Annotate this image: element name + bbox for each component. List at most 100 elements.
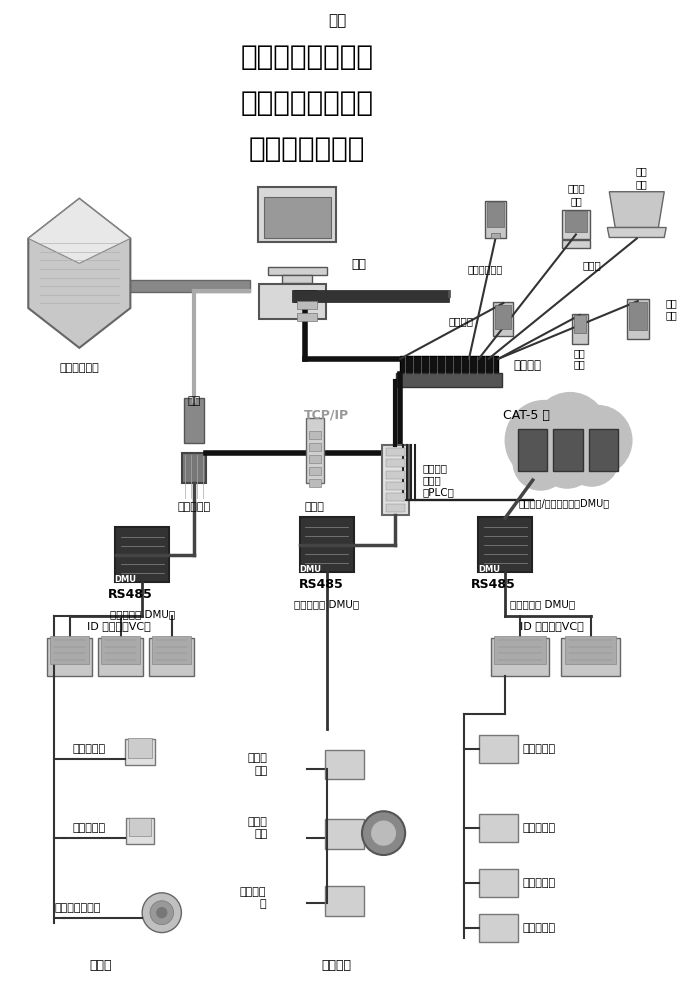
Polygon shape <box>609 192 664 228</box>
FancyBboxPatch shape <box>127 818 154 844</box>
FancyBboxPatch shape <box>294 290 316 302</box>
Text: RS485: RS485 <box>108 588 153 601</box>
Circle shape <box>513 434 568 490</box>
Text: （间接连接 DMU）: （间接连接 DMU） <box>510 599 575 609</box>
FancyBboxPatch shape <box>385 459 405 467</box>
FancyBboxPatch shape <box>50 636 89 664</box>
FancyBboxPatch shape <box>572 314 588 344</box>
FancyBboxPatch shape <box>518 429 548 471</box>
Circle shape <box>150 901 174 925</box>
Text: 光纤: 光纤 <box>187 396 201 406</box>
FancyBboxPatch shape <box>561 638 620 676</box>
Text: DMU: DMU <box>114 575 137 584</box>
FancyBboxPatch shape <box>494 302 513 336</box>
FancyBboxPatch shape <box>565 636 616 664</box>
FancyBboxPatch shape <box>125 739 155 765</box>
FancyBboxPatch shape <box>479 869 518 897</box>
Text: 程控逻辑
控制器
（PLC）: 程控逻辑 控制器 （PLC） <box>423 463 455 498</box>
Text: 暖气测量仪: 暖气测量仪 <box>523 823 556 833</box>
FancyBboxPatch shape <box>385 482 405 490</box>
FancyBboxPatch shape <box>268 267 327 275</box>
Text: （间接连接 DMU）: （间接连接 DMU） <box>110 609 175 619</box>
FancyBboxPatch shape <box>494 636 545 664</box>
Text: 电力测量
仪: 电力测量 仪 <box>239 887 266 909</box>
Text: 水位测量仪: 水位测量仪 <box>523 878 556 888</box>
FancyBboxPatch shape <box>396 373 503 387</box>
FancyBboxPatch shape <box>485 201 506 238</box>
Circle shape <box>533 393 607 468</box>
Text: 电流传感器: 电流传感器 <box>73 823 106 833</box>
FancyBboxPatch shape <box>588 429 618 471</box>
FancyBboxPatch shape <box>306 418 323 483</box>
Circle shape <box>142 893 181 933</box>
FancyBboxPatch shape <box>381 445 409 515</box>
Circle shape <box>564 430 619 486</box>
Circle shape <box>505 401 584 480</box>
FancyBboxPatch shape <box>479 914 518 942</box>
FancyBboxPatch shape <box>574 315 586 333</box>
FancyBboxPatch shape <box>264 197 330 238</box>
Text: RS485: RS485 <box>471 578 516 591</box>
FancyBboxPatch shape <box>490 638 550 676</box>
Text: 光纤转换器: 光纤转换器 <box>178 502 210 512</box>
Text: 网络化图示说明: 网络化图示说明 <box>249 135 365 163</box>
FancyBboxPatch shape <box>300 517 353 572</box>
Text: 个人计
算机: 个人计 算机 <box>567 184 585 206</box>
FancyBboxPatch shape <box>297 313 317 321</box>
Text: 电源线: 电源线 <box>305 502 325 512</box>
FancyBboxPatch shape <box>309 443 321 451</box>
Text: 个人数位助理: 个人数位助理 <box>468 264 503 274</box>
Circle shape <box>563 406 632 475</box>
FancyBboxPatch shape <box>478 517 533 572</box>
FancyBboxPatch shape <box>400 356 498 376</box>
Text: 测量装置: 测量装置 <box>321 959 351 972</box>
Text: 电力测量仪: 电力测量仪 <box>523 744 556 754</box>
FancyBboxPatch shape <box>479 814 518 842</box>
FancyBboxPatch shape <box>487 202 505 227</box>
FancyBboxPatch shape <box>554 429 583 471</box>
FancyBboxPatch shape <box>563 240 590 248</box>
Text: DMU: DMU <box>478 565 500 574</box>
Text: 暖气测量仪: 暖气测量仪 <box>523 923 556 933</box>
FancyBboxPatch shape <box>325 886 364 916</box>
Text: 二氧化碳传感器: 二氧化碳传感器 <box>54 903 101 913</box>
Text: 平板电脑: 平板电脑 <box>449 316 474 326</box>
Text: 传感器: 传感器 <box>90 959 112 972</box>
FancyBboxPatch shape <box>385 448 405 456</box>
FancyBboxPatch shape <box>309 431 321 439</box>
Text: 传感器和测量装置: 传感器和测量装置 <box>240 89 373 117</box>
FancyBboxPatch shape <box>385 493 405 501</box>
Text: （直接连接 DMU）: （直接连接 DMU） <box>294 599 359 609</box>
FancyBboxPatch shape <box>297 301 317 309</box>
FancyBboxPatch shape <box>496 305 511 329</box>
Circle shape <box>538 428 597 488</box>
FancyBboxPatch shape <box>98 638 143 676</box>
FancyBboxPatch shape <box>565 211 587 232</box>
FancyBboxPatch shape <box>283 275 312 283</box>
FancyBboxPatch shape <box>47 638 92 676</box>
FancyBboxPatch shape <box>325 819 364 849</box>
FancyBboxPatch shape <box>563 210 590 239</box>
FancyBboxPatch shape <box>325 750 364 779</box>
FancyBboxPatch shape <box>627 299 648 339</box>
Text: RS485: RS485 <box>300 578 344 591</box>
Circle shape <box>372 821 396 845</box>
FancyBboxPatch shape <box>292 290 449 302</box>
FancyBboxPatch shape <box>309 467 321 475</box>
FancyBboxPatch shape <box>123 280 250 292</box>
Text: DMU: DMU <box>299 565 321 574</box>
Text: 能源测
量仪: 能源测 量仪 <box>248 753 268 776</box>
Text: CAT-5 线: CAT-5 线 <box>503 409 550 422</box>
Text: TCP/IP: TCP/IP <box>304 409 349 422</box>
Text: 智能
手机: 智能 手机 <box>665 298 677 320</box>
Text: 温度传感器: 温度传感器 <box>73 744 106 754</box>
FancyBboxPatch shape <box>129 818 151 836</box>
FancyBboxPatch shape <box>385 504 405 512</box>
Circle shape <box>157 908 167 918</box>
Text: ID 控制器（VC）: ID 控制器（VC） <box>520 621 584 631</box>
Text: 易明在线能源审计: 易明在线能源审计 <box>240 43 373 71</box>
FancyBboxPatch shape <box>149 638 194 676</box>
Text: 控制
中心: 控制 中心 <box>574 348 586 370</box>
FancyBboxPatch shape <box>309 455 321 463</box>
Polygon shape <box>607 228 666 237</box>
